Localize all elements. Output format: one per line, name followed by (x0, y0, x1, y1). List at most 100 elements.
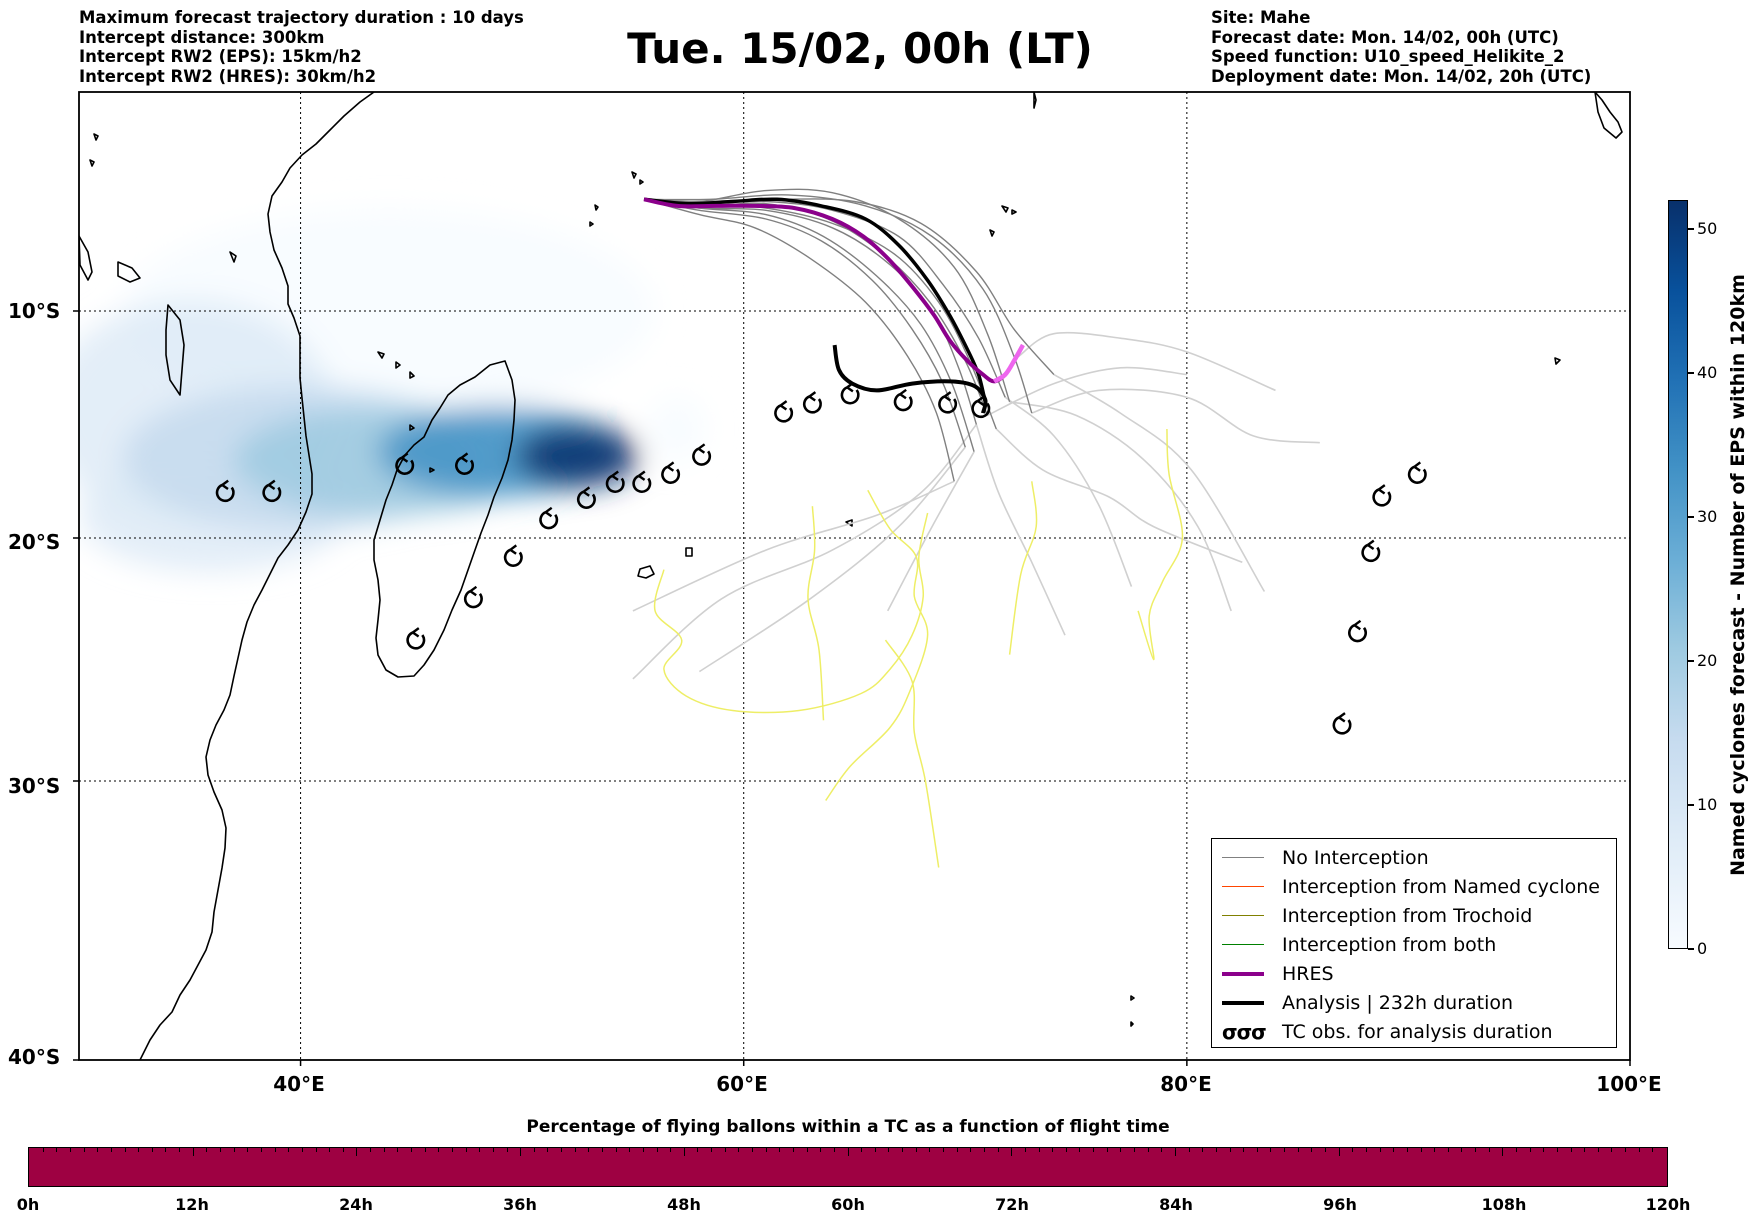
flight-time-minor-tick (520, 1148, 522, 1156)
ensemble-tail-track (987, 366, 1187, 417)
flight-time-minor-tick (179, 1148, 181, 1152)
legend-item-analysis: Analysis | 232h duration (1222, 988, 1612, 1017)
tc-obs-tail (460, 452, 469, 463)
flight-time-minor-tick (833, 1148, 835, 1152)
tc-obs-tail (582, 486, 591, 497)
flight-time-minor-tick (1120, 1148, 1122, 1152)
flight-time-tick-label: 0h (16, 1195, 40, 1214)
map-legend: No Interception Interception from Named … (1211, 838, 1617, 1048)
ensemble-tail-layer (632, 331, 1320, 680)
flight-time-minor-tick (506, 1148, 508, 1152)
tc-obs-marker (802, 391, 822, 414)
legend-label-trochoid: Interception from Trochoid (1282, 904, 1533, 927)
lake-malawi (165, 304, 185, 396)
flight-time-minor-tick (1079, 1148, 1081, 1152)
flight-time-tick-label: 96h (1323, 1195, 1357, 1214)
tc-obs-marker (1348, 619, 1367, 643)
flight-time-minor-tick (629, 1148, 631, 1152)
legend-label-named-cyclone: Interception from Named cyclone (1282, 875, 1600, 898)
tc-obs-marker (455, 452, 474, 475)
flight-time-minor-tick (69, 1148, 71, 1152)
cocos-island (1554, 357, 1561, 365)
tc-obs-ring (893, 392, 913, 412)
tc-obs-marker (692, 443, 712, 466)
flight-time-minor-tick (642, 1148, 644, 1152)
density-blob (515, 424, 640, 489)
trochoid-track (825, 489, 929, 801)
density-blob (648, 394, 707, 464)
ensemble-track (643, 198, 955, 482)
flight-time-minor-tick (247, 1148, 249, 1152)
tc-obs-marker (262, 479, 282, 503)
hres-tail-track (992, 343, 1025, 384)
lake-tanganyika (79, 235, 93, 281)
map-frame (78, 91, 1631, 1061)
tc-obs-marker (503, 544, 523, 567)
tc-obs-marker (938, 391, 958, 414)
flight-time-minor-tick (424, 1148, 426, 1152)
tc-obs-tail (899, 388, 907, 400)
amsterdam-island (1130, 995, 1135, 1027)
ensemble-tail-track (698, 446, 966, 673)
flight-time-minor-tick (1625, 1148, 1627, 1152)
flight-time-minor-tick (561, 1148, 562, 1152)
flight-time-minor-tick (288, 1148, 290, 1152)
tc-obs-ring (971, 399, 991, 419)
flight-time-minor-tick (1556, 1148, 1558, 1152)
colorbar-tick-mark (1688, 948, 1694, 950)
flight-time-minor-tick (1379, 1148, 1381, 1152)
flight-time-minor-tick (1488, 1148, 1490, 1152)
lake-victoria (117, 261, 141, 283)
tc-obs-ring (1372, 488, 1392, 507)
legend-item-tc-obs: σσσ TC obs. for analysis duration (1222, 1017, 1612, 1046)
flight-time-minor-tick (779, 1148, 781, 1152)
lat-label-10s: 10°S (8, 299, 61, 323)
legend-line-hres (1222, 971, 1264, 976)
flight-time-minor-tick (315, 1148, 317, 1152)
tc-obs-ring (1348, 623, 1367, 643)
tc-obs-tail (1413, 461, 1422, 472)
legend-label-no-interception: No Interception (1282, 846, 1429, 869)
legend-line-analysis (1222, 1000, 1264, 1005)
ensemble-track (643, 194, 1033, 414)
tc-obs-marker (539, 506, 559, 530)
flight-time-minor-tick (301, 1148, 303, 1152)
tc-obs-marker (774, 400, 794, 423)
flight-time-minor-tick (356, 1148, 358, 1156)
flight-time-minor-tick (329, 1148, 331, 1152)
density-layer (79, 208, 707, 573)
colorbar-tick-label: 40 (1697, 362, 1718, 382)
flight-time-tick-label: 24h (339, 1195, 373, 1214)
flight-time-minor-tick (492, 1148, 494, 1152)
flight-time-minor-tick (1393, 1148, 1395, 1152)
flight-time-minor-tick (1065, 1148, 1067, 1152)
tc-obs-ring (539, 510, 559, 530)
flight-time-minor-tick (970, 1148, 972, 1152)
tc-obs-ring (632, 474, 652, 494)
colorbar-tick-mark (1688, 660, 1694, 662)
tc-obs-ring (215, 483, 235, 503)
flight-time-tick-label: 48h (667, 1195, 701, 1214)
ensemble-track (643, 198, 1006, 398)
legend-item-trochoid: Interception from Trochoid (1222, 901, 1612, 930)
tc-obs-tail (1367, 539, 1375, 550)
flight-time-minor-tick (1147, 1148, 1149, 1152)
maldives-islands (1033, 92, 1037, 109)
colorbar-tick-mark (1688, 804, 1694, 806)
flight-time-minor-tick (683, 1148, 685, 1156)
flight-time-minor-tick (1311, 1148, 1313, 1152)
tc-obs-layer (215, 382, 1427, 735)
colorbar-tick-mark (1688, 228, 1694, 230)
tc-obs-ring (463, 589, 483, 609)
header-left-line-1: Maximum forecast trajectory duration : 1… (79, 8, 524, 27)
ensemble-tail-track (1009, 401, 1232, 612)
flight-time-minor-tick (1229, 1148, 1231, 1152)
tc-obs-marker (406, 627, 426, 650)
flight-time-minor-tick (792, 1148, 794, 1152)
header-right: Site: Mahe Forecast date: Mon. 14/02, 00… (1211, 8, 1591, 86)
flight-time-minor-tick (1038, 1148, 1040, 1152)
tc-obs-tail (977, 395, 985, 406)
flight-time-minor-tick (1529, 1148, 1531, 1152)
africa-coastline (139, 92, 375, 1060)
tc-obs-ring (1332, 716, 1352, 735)
